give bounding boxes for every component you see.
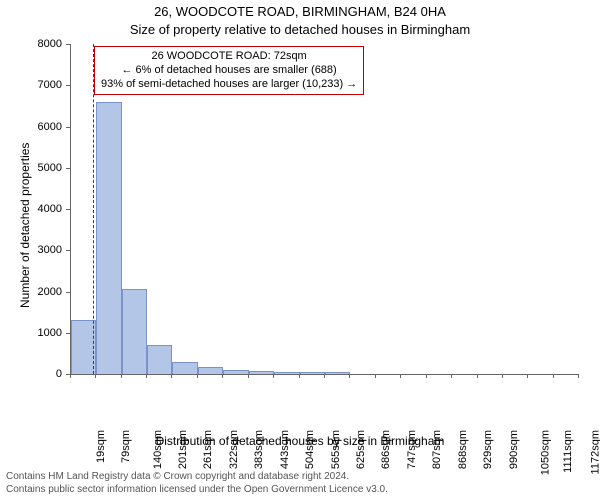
x-tick-mark [400, 374, 401, 378]
histogram-bar [122, 289, 148, 374]
x-tick-label: 322sqm [228, 430, 240, 469]
x-tick-label: 79sqm [120, 430, 132, 463]
y-tick-label: 3000 [32, 244, 62, 256]
x-tick-label: 565sqm [330, 430, 342, 469]
x-tick-mark [451, 374, 452, 378]
x-tick-mark [95, 374, 96, 378]
y-tick-label: 7000 [32, 79, 62, 91]
x-tick-label: 443sqm [279, 430, 291, 469]
x-tick-label: 19sqm [95, 430, 107, 463]
x-tick-mark [299, 374, 300, 378]
y-tick-label: 5000 [32, 162, 62, 174]
x-tick-mark [197, 374, 198, 378]
x-tick-label: 625sqm [355, 430, 367, 469]
x-tick-mark [324, 374, 325, 378]
x-tick-label: 686sqm [380, 430, 392, 469]
x-tick-mark [527, 374, 528, 378]
chart-container: 26, WOODCOTE ROAD, BIRMINGHAM, B24 0HA S… [0, 0, 600, 500]
y-tick-label: 4000 [32, 203, 62, 215]
y-tick-mark [66, 44, 70, 45]
x-tick-mark [349, 374, 350, 378]
x-tick-label: 807sqm [431, 430, 443, 469]
histogram-bar [274, 372, 300, 374]
x-tick-label: 1172sqm [589, 430, 600, 474]
histogram-bar [198, 367, 224, 374]
histogram-bar [172, 362, 198, 374]
histogram-bar [249, 371, 275, 374]
x-tick-mark [502, 374, 503, 378]
y-tick-label: 2000 [32, 286, 62, 298]
x-tick-label: 383sqm [254, 430, 266, 469]
x-tick-mark [477, 374, 478, 378]
page-title: 26, WOODCOTE ROAD, BIRMINGHAM, B24 0HA [0, 4, 600, 19]
x-tick-label: 929sqm [482, 430, 494, 469]
histogram-bar [325, 372, 351, 374]
y-tick-mark [66, 292, 70, 293]
y-tick-mark [66, 168, 70, 169]
x-tick-label: 990sqm [508, 430, 520, 469]
y-axis-label: Number of detached properties [18, 143, 32, 308]
y-tick-label: 8000 [32, 38, 62, 50]
y-tick-label: 0 [32, 368, 62, 380]
x-tick-mark [578, 374, 579, 378]
x-tick-mark [273, 374, 274, 378]
x-tick-label: 747sqm [406, 430, 418, 469]
x-tick-mark [70, 374, 71, 378]
histogram-bar [96, 102, 122, 374]
x-tick-label: 1050sqm [539, 430, 551, 475]
y-tick-label: 6000 [32, 121, 62, 133]
x-tick-mark [146, 374, 147, 378]
footer: Contains HM Land Registry data © Crown c… [6, 471, 388, 496]
x-tick-mark [248, 374, 249, 378]
x-tick-label: 868sqm [457, 430, 469, 469]
x-tick-mark [426, 374, 427, 378]
y-tick-mark [66, 127, 70, 128]
x-tick-mark [375, 374, 376, 378]
y-tick-label: 1000 [32, 327, 62, 339]
y-tick-mark [66, 209, 70, 210]
page-subtitle: Size of property relative to detached ho… [0, 22, 600, 37]
footer-line-1: Contains HM Land Registry data © Crown c… [6, 471, 388, 484]
plot-area [70, 44, 579, 375]
y-tick-mark [66, 333, 70, 334]
property-marker-line [93, 44, 94, 374]
x-tick-label: 261sqm [202, 430, 214, 469]
x-tick-mark [171, 374, 172, 378]
x-tick-label: 504sqm [304, 430, 316, 469]
histogram-bar [223, 370, 248, 374]
x-tick-mark [121, 374, 122, 378]
histogram-bar [147, 345, 172, 374]
footer-line-2: Contains public sector information licen… [6, 484, 388, 497]
y-tick-mark [66, 250, 70, 251]
histogram-bar [300, 372, 325, 374]
x-tick-label: 140sqm [152, 430, 164, 469]
x-tick-mark [553, 374, 554, 378]
x-tick-label: 1111sqm [562, 430, 574, 473]
x-tick-label: 201sqm [177, 430, 189, 469]
y-tick-mark [66, 85, 70, 86]
x-tick-mark [222, 374, 223, 378]
